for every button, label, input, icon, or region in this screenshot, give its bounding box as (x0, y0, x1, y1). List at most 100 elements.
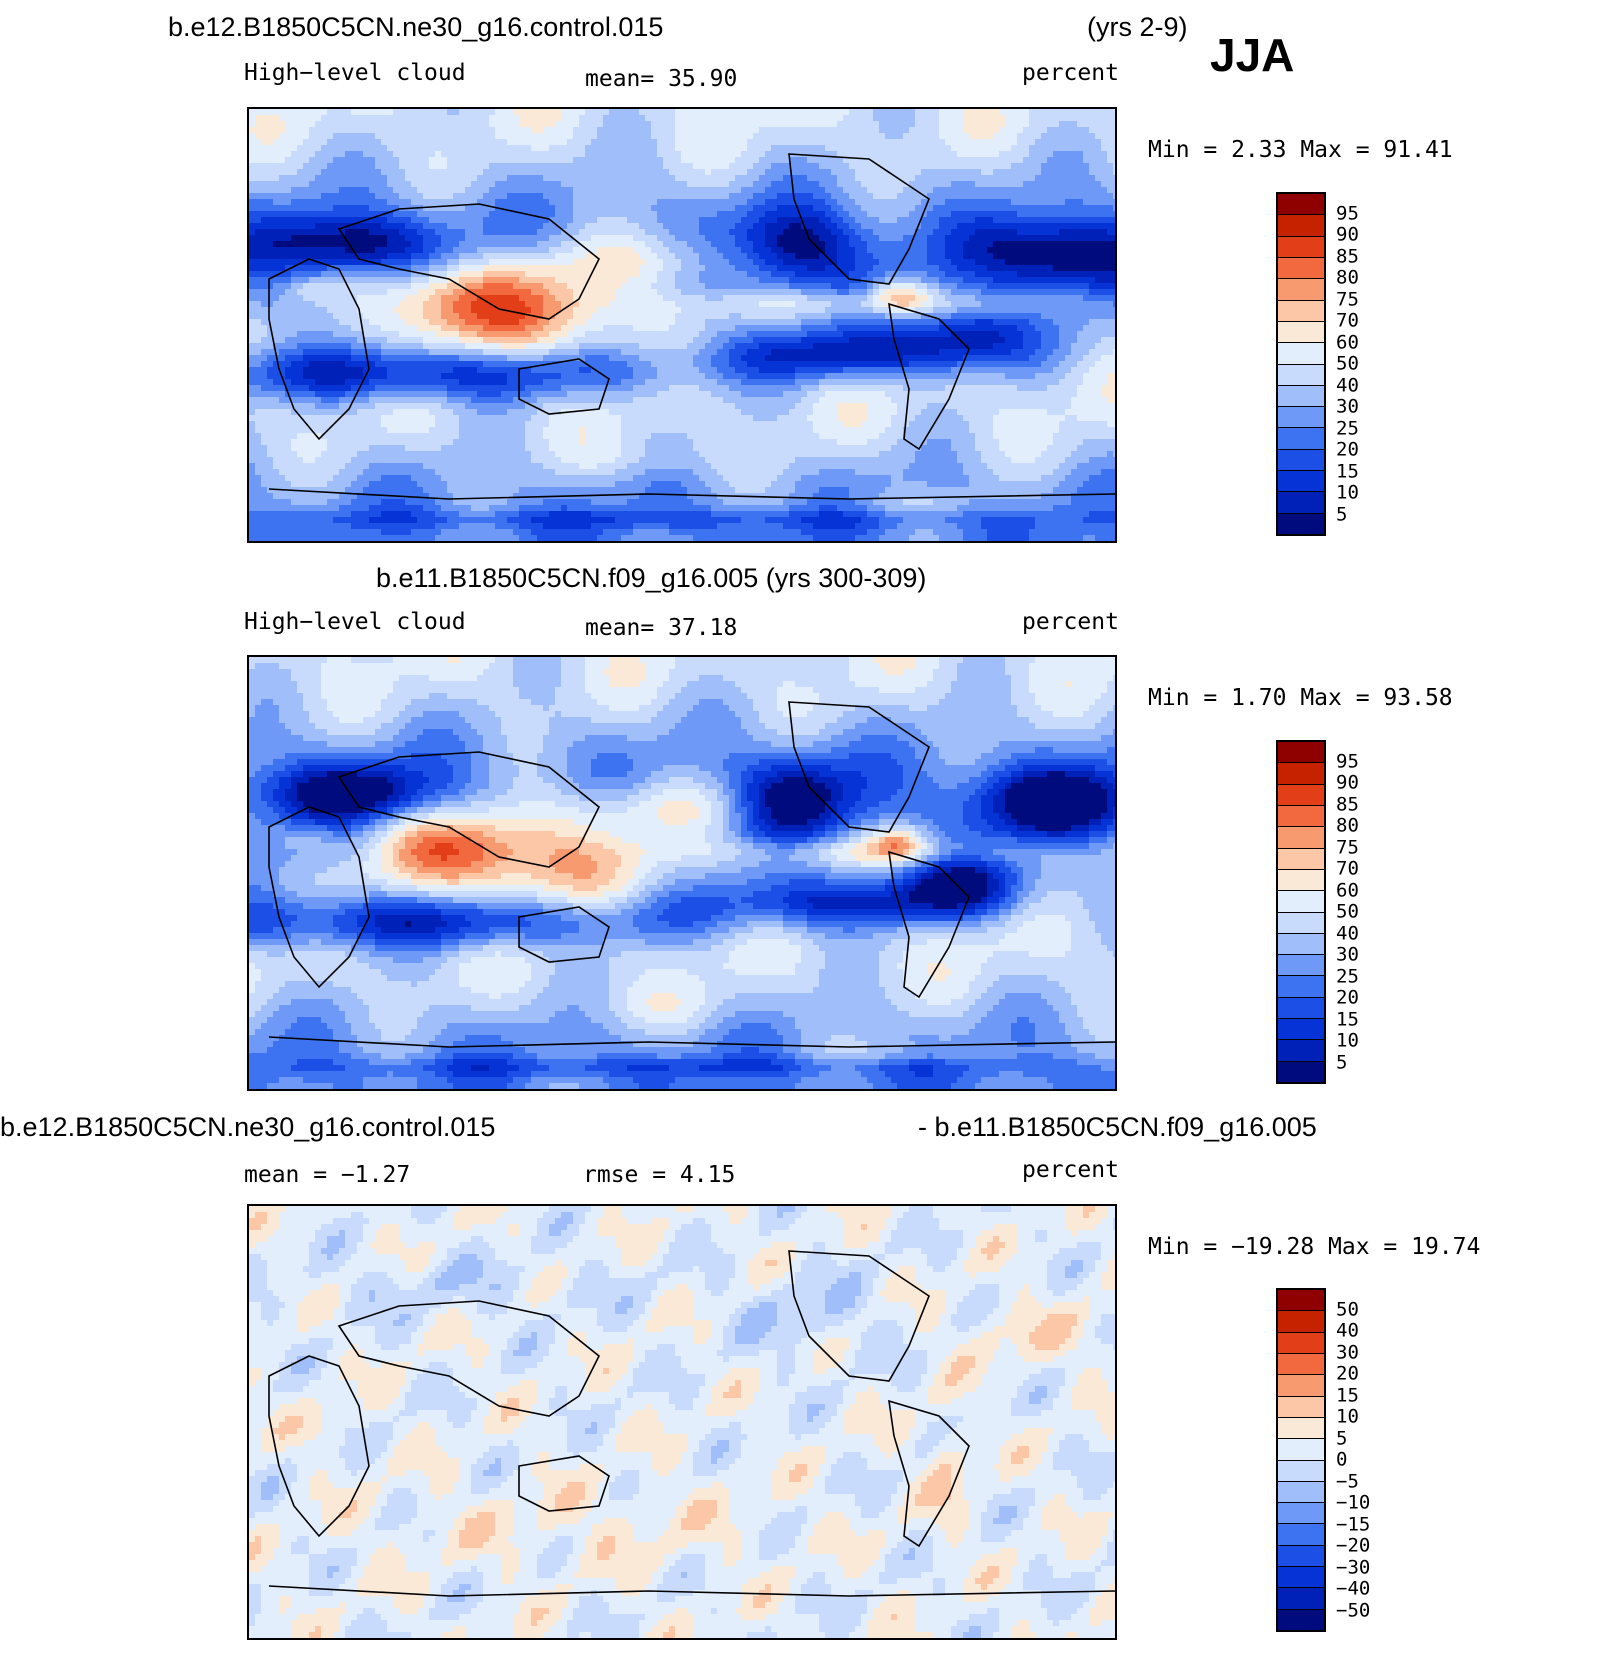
panel2-map (247, 655, 1117, 1091)
colorbar-swatch (1278, 891, 1324, 913)
colorbar-swatch (1278, 742, 1324, 764)
colorbar-swatch (1278, 1332, 1324, 1354)
colorbar-tick-label: 30 (1336, 1343, 1359, 1362)
colorbar-swatch (1278, 976, 1324, 998)
panel2-units-label: percent (1022, 609, 1119, 635)
colorbar-swatch (1278, 321, 1324, 344)
colorbar-swatch (1278, 997, 1324, 1020)
colorbar-tick-label: 50 (1336, 354, 1359, 374)
colorbar-swatch (1278, 428, 1324, 450)
colorbar-tick-label: 40 (1336, 924, 1359, 943)
colorbar-tick-label: 30 (1336, 945, 1359, 965)
panel3-colorbar-labels: 50 40 30 20 15 10 5 0 −5 −10 −15 −20 −30 −40 −50 (1336, 1288, 1416, 1632)
colorbar-swatch (1278, 1439, 1324, 1461)
panel3-minmax-label: Min = −19.28 Max = 19.74 (1148, 1234, 1480, 1260)
colorbar-swatch (1278, 1353, 1324, 1376)
colorbar-swatch (1278, 1311, 1324, 1333)
panel3-mean-label: mean = −1.27 (244, 1162, 410, 1188)
colorbar-swatch (1278, 492, 1324, 514)
colorbar-tick-label: 5 (1336, 1429, 1347, 1448)
colorbar-tick-label: 50 (1336, 902, 1359, 922)
colorbar-swatch (1278, 1040, 1324, 1062)
colorbar-tick-label: 0 (1336, 1450, 1347, 1470)
panel3-rmse-label: rmse = 4.15 (583, 1162, 735, 1188)
panel1-units-label: percent (1022, 60, 1119, 86)
panel1-case-title: b.e12.B1850C5CN.ne30_g16.control.015 (168, 12, 663, 43)
colorbar-tick-label: 40 (1336, 376, 1359, 395)
colorbar-tick-label: 15 (1336, 462, 1359, 481)
colorbar-tick-label: 10 (1336, 1407, 1359, 1427)
colorbar-swatch (1278, 194, 1324, 216)
colorbar-tick-label: 90 (1336, 225, 1359, 245)
colorbar-tick-label: 75 (1336, 290, 1359, 309)
colorbar-tick-label: −40 (1336, 1579, 1370, 1599)
colorbar-swatch (1278, 848, 1324, 870)
colorbar-tick-label: 85 (1336, 247, 1359, 266)
colorbar-tick-label: 95 (1336, 204, 1359, 223)
colorbar-tick-label: −30 (1336, 1558, 1370, 1577)
colorbar-tick-label: 95 (1336, 752, 1359, 771)
colorbar-tick-label: 90 (1336, 773, 1359, 793)
panel1-years-label: (yrs 2-9) (1087, 12, 1188, 43)
colorbar-tick-label: 10 (1336, 483, 1359, 503)
panel1-minmax-label: Min = 2.33 Max = 91.41 (1148, 137, 1453, 163)
colorbar-tick-label: 75 (1336, 838, 1359, 857)
colorbar-swatch (1278, 215, 1324, 237)
panel1-variable-label: High−level cloud (244, 60, 466, 86)
panel2-minmax-label: Min = 1.70 Max = 93.58 (1148, 685, 1453, 711)
panel2-colorbar-labels: 95 90 85 80 75 70 60 50 40 30 25 20 15 10 5 (1336, 740, 1416, 1084)
colorbar-tick-label: 15 (1336, 1010, 1359, 1029)
colorbar-swatch (1278, 1588, 1324, 1610)
colorbar-tick-label: 30 (1336, 397, 1359, 417)
colorbar-swatch (1278, 513, 1324, 534)
colorbar-swatch (1278, 407, 1324, 429)
colorbar-swatch (1278, 805, 1324, 828)
colorbar-swatch (1278, 955, 1324, 977)
panel1-colorbar-labels: 95 90 85 80 75 70 60 50 40 30 25 20 15 10 5 (1336, 192, 1416, 536)
colorbar-swatch (1278, 1460, 1324, 1482)
colorbar-swatch (1278, 364, 1324, 386)
panel3-case-title: b.e12.B1850C5CN.ne30_g16.control.015 (0, 1112, 495, 1143)
colorbar-swatch (1278, 1061, 1324, 1082)
colorbar-tick-label: 20 (1336, 1364, 1359, 1384)
panel3-units-label: percent (1022, 1157, 1119, 1183)
colorbar-swatch (1278, 912, 1324, 934)
panel1-mean-label: mean= 35.90 (585, 66, 737, 92)
panel1-map (247, 107, 1117, 543)
colorbar-tick-label: 25 (1336, 419, 1359, 438)
panel3-minus-title: - b.e11.B1850C5CN.f09_g16.005 (918, 1112, 1317, 1143)
colorbar-tick-label: 60 (1336, 333, 1359, 352)
colorbar-tick-label: −10 (1336, 1493, 1370, 1513)
panel2-variable-label: High−level cloud (244, 609, 466, 635)
colorbar-tick-label: 20 (1336, 440, 1359, 460)
colorbar-tick-label: 40 (1336, 1321, 1359, 1341)
colorbar-swatch (1278, 784, 1324, 806)
colorbar-swatch (1278, 1417, 1324, 1440)
colorbar-tick-label: 50 (1336, 1300, 1359, 1319)
colorbar-swatch (1278, 471, 1324, 493)
colorbar-swatch (1278, 763, 1324, 785)
colorbar-swatch (1278, 257, 1324, 280)
colorbar-swatch (1278, 827, 1324, 849)
colorbar-swatch (1278, 1609, 1324, 1630)
colorbar-swatch (1278, 1396, 1324, 1418)
colorbar-swatch (1278, 1545, 1324, 1568)
panel2-mean-label: mean= 37.18 (585, 615, 737, 641)
panel3-colorbar (1276, 1288, 1326, 1632)
colorbar-swatch (1278, 1481, 1324, 1504)
colorbar-swatch (1278, 279, 1324, 301)
colorbar-tick-label: 5 (1336, 1053, 1347, 1072)
panel1-colorbar (1276, 192, 1326, 536)
colorbar-swatch (1278, 449, 1324, 472)
colorbar-tick-label: 5 (1336, 505, 1347, 524)
colorbar-tick-label: 80 (1336, 268, 1359, 288)
colorbar-swatch (1278, 1524, 1324, 1546)
colorbar-swatch (1278, 1019, 1324, 1041)
colorbar-swatch (1278, 1567, 1324, 1589)
colorbar-tick-label: 85 (1336, 795, 1359, 814)
colorbar-swatch (1278, 1290, 1324, 1312)
colorbar-tick-label: 15 (1336, 1386, 1359, 1405)
colorbar-swatch (1278, 869, 1324, 892)
colorbar-swatch (1278, 236, 1324, 258)
colorbar-tick-label: −15 (1336, 1515, 1370, 1534)
